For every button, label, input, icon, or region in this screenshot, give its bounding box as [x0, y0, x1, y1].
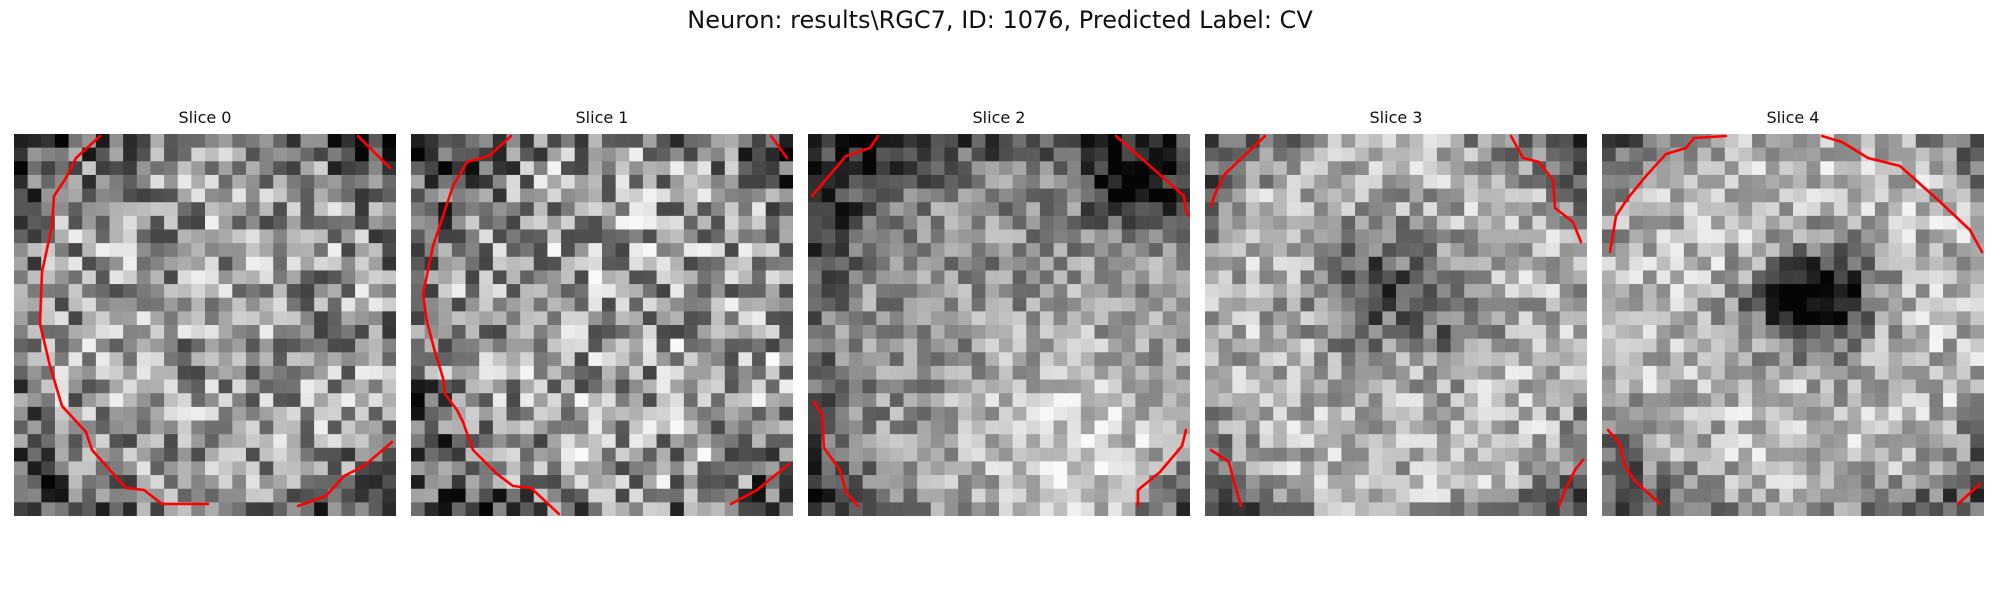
slice-panel-1: Slice 1 [411, 108, 793, 516]
figure-title: Neuron: results\RGC7, ID: 1076, Predicte… [687, 6, 1313, 34]
cell-contour-line [1136, 428, 1188, 508]
cell-contour-line [769, 134, 789, 160]
slice-panel-3: Slice 3 [1205, 108, 1587, 516]
slice-image [808, 134, 1190, 516]
cell-contour-line [296, 440, 394, 508]
slice-image [1205, 134, 1587, 516]
slice-panel-4: Slice 4 [1602, 108, 1984, 516]
cell-contour-line [1209, 448, 1243, 508]
cell-contour-line [38, 134, 210, 506]
slice-panel-2: Slice 2 [808, 108, 1190, 516]
slice-title: Slice 2 [972, 108, 1026, 127]
cell-contour-line [356, 134, 392, 170]
cell-contour-line [1606, 428, 1662, 506]
cell-contour-line [729, 462, 791, 506]
slice-panel-0: Slice 0 [14, 108, 396, 516]
cell-contour-line [1209, 134, 1267, 208]
cell-contour-line [1557, 458, 1585, 508]
cell-contour-line [421, 134, 561, 516]
slice-title: Slice 3 [1369, 108, 1423, 127]
slice-title: Slice 0 [178, 108, 232, 127]
cell-contour-line [1956, 482, 1982, 506]
cell-contour-line [1608, 134, 1728, 254]
slice-title: Slice 4 [1766, 108, 1820, 127]
cell-contour-line [810, 134, 880, 198]
cell-contour-line [1820, 134, 1984, 254]
slice-image [1602, 134, 1984, 516]
slice-title: Slice 1 [575, 108, 629, 127]
cell-contour-line [812, 400, 860, 508]
slice-image [14, 134, 396, 516]
cell-contour-line [1114, 134, 1190, 218]
slice-image [411, 134, 793, 516]
cell-contour-line [1509, 134, 1583, 244]
